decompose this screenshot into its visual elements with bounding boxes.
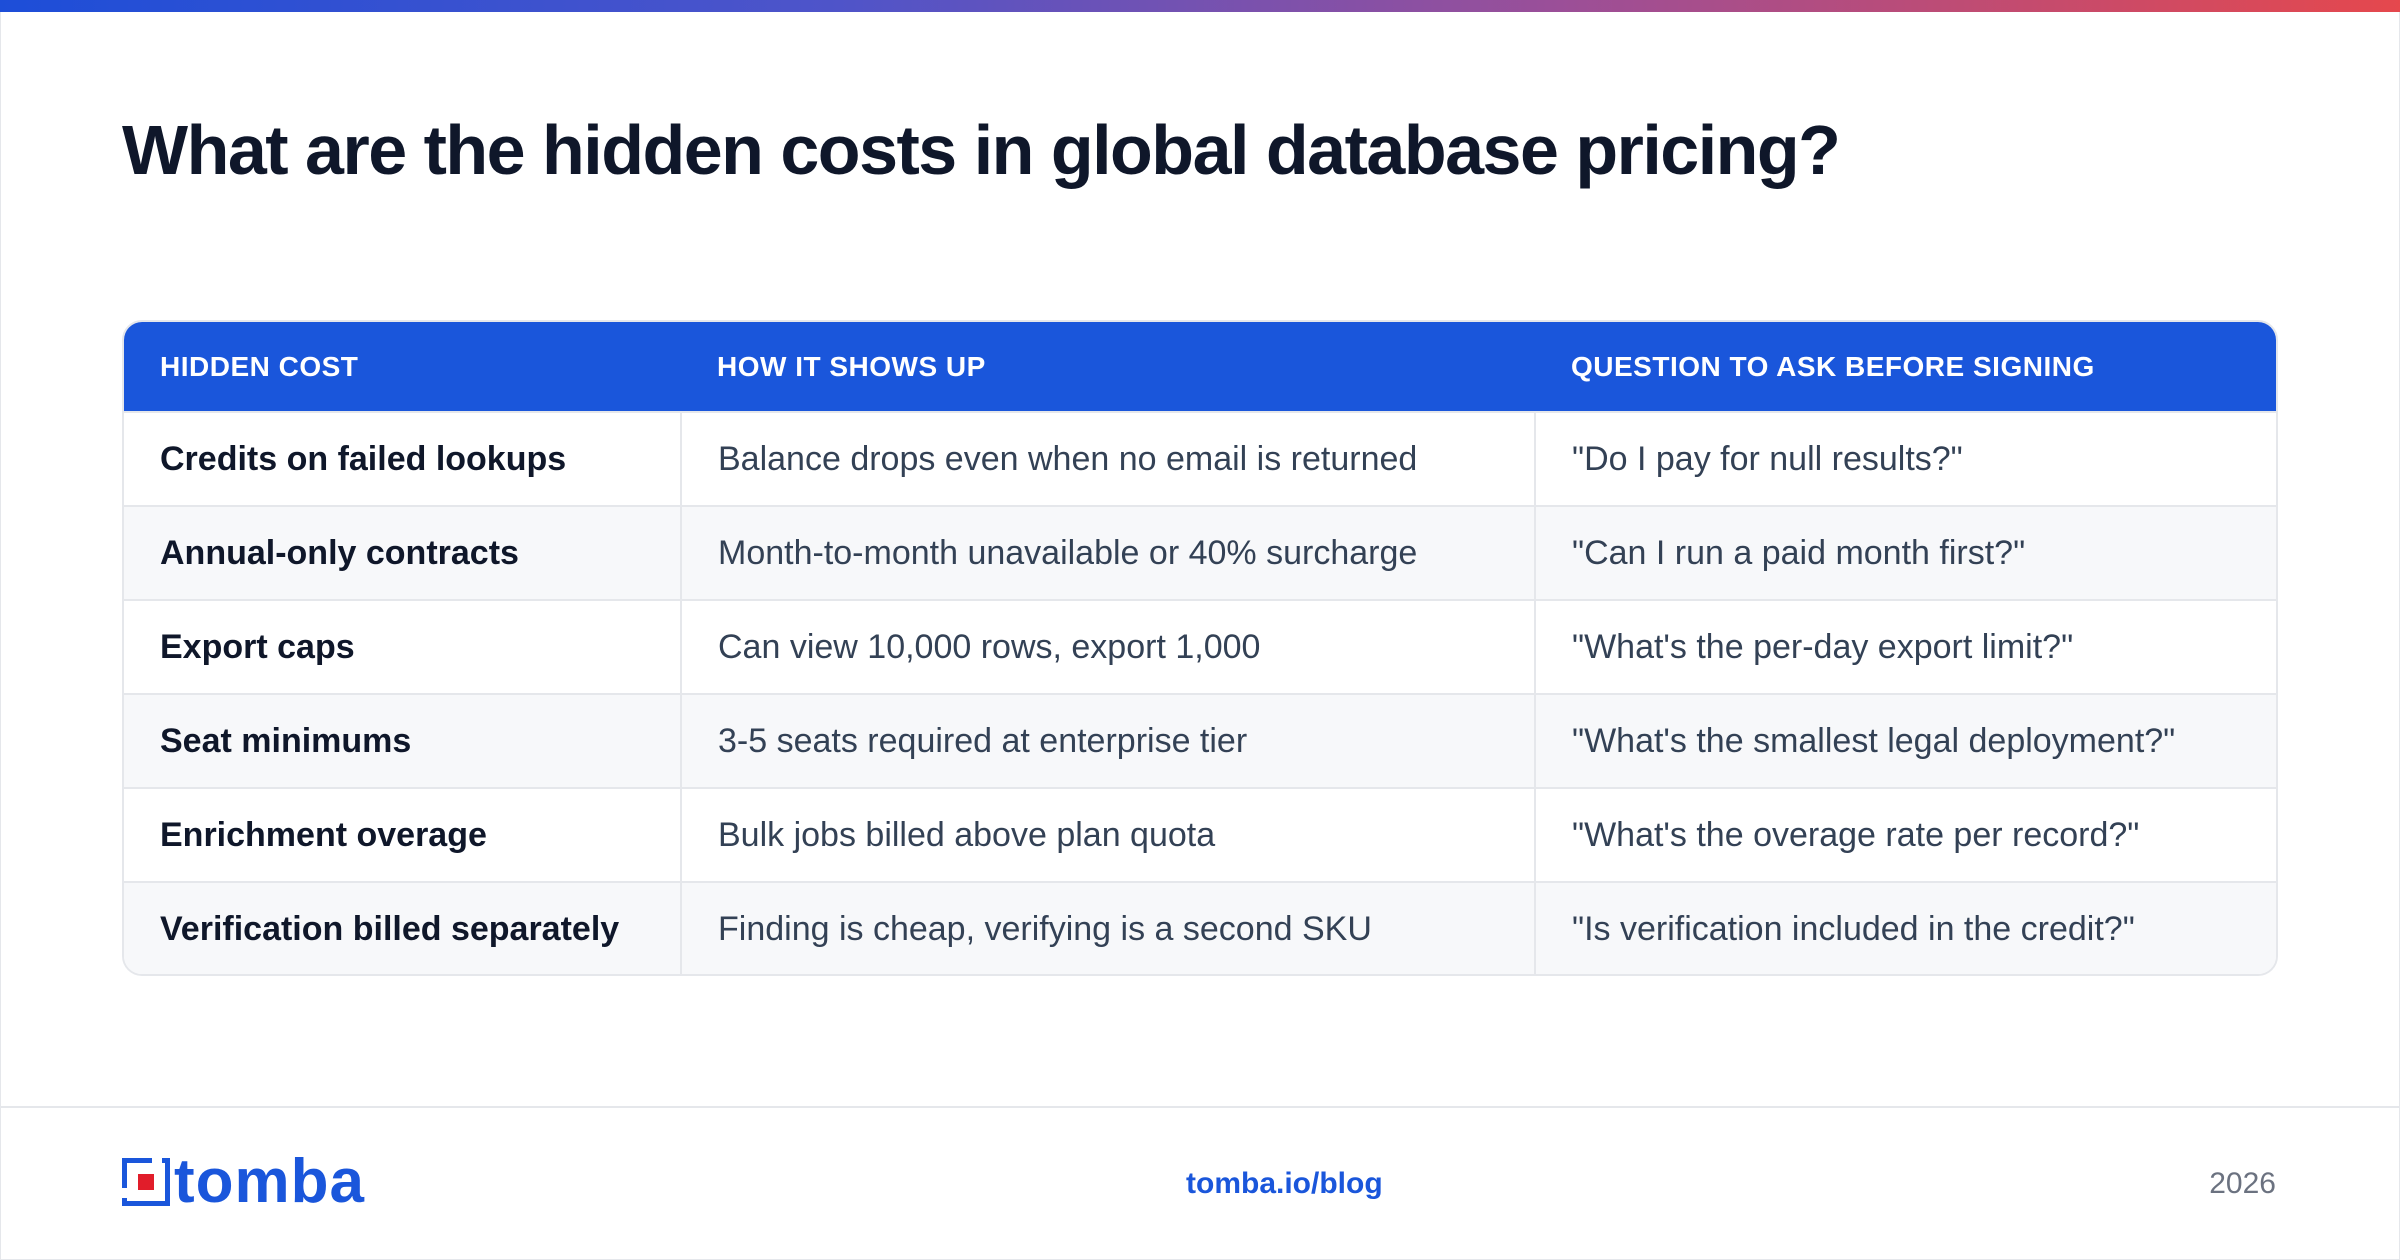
hidden-costs-table: HIDDEN COST HOW IT SHOWS UP QUESTION TO …: [122, 320, 2278, 976]
cell-question: "Can I run a paid month first?": [1534, 505, 2276, 600]
tomba-logo: tomba: [122, 1147, 365, 1216]
table-header-row: HIDDEN COST HOW IT SHOWS UP QUESTION TO …: [124, 322, 2276, 412]
cell-question: "Is verification included in the credit?…: [1534, 881, 2276, 974]
cell-how-it-shows-up: Balance drops even when no email is retu…: [680, 411, 1535, 506]
cell-how-it-shows-up: Bulk jobs billed above plan quota: [680, 787, 1535, 882]
cell-how-it-shows-up: Finding is cheap, verifying is a second …: [680, 881, 1535, 974]
cell-question: "Do I pay for null results?": [1534, 411, 2276, 506]
table-row: Enrichment overage Bulk jobs billed abov…: [124, 787, 2276, 882]
footer-year: 2026: [2209, 1167, 2276, 1200]
header-hidden-cost: HIDDEN COST: [160, 350, 359, 382]
cell-question: "What's the overage rate per record?": [1534, 787, 2276, 882]
page-title: What are the hidden costs in global data…: [122, 111, 1841, 189]
cell-how-it-shows-up: 3-5 seats required at enterprise tier: [680, 693, 1535, 788]
table-row: Credits on failed lookups Balance drops …: [124, 411, 2276, 506]
footer-divider: [0, 1106, 2400, 1108]
header-question: QUESTION TO ASK BEFORE SIGNING: [1571, 350, 2095, 382]
cell-hidden-cost: Seat minimums: [124, 693, 681, 788]
tomba-logo-icon: [122, 1158, 170, 1206]
cell-question: "What's the smallest legal deployment?": [1534, 693, 2276, 788]
blog-link[interactable]: tomba.io/blog: [1186, 1167, 1383, 1200]
logo-wordmark: tomba: [174, 1147, 365, 1216]
cell-how-it-shows-up: Month-to-month unavailable or 40% surcha…: [680, 505, 1535, 600]
table-row: Annual-only contracts Month-to-month una…: [124, 505, 2276, 600]
table-row: Seat minimums 3-5 seats required at ente…: [124, 693, 2276, 788]
cell-hidden-cost: Annual-only contracts: [124, 505, 681, 600]
cell-hidden-cost: Enrichment overage: [124, 787, 681, 882]
header-how-it-shows-up: HOW IT SHOWS UP: [717, 350, 986, 382]
cell-hidden-cost: Verification billed separately: [124, 881, 681, 974]
cell-question: "What's the per-day export limit?": [1534, 599, 2276, 694]
table-row: Export caps Can view 10,000 rows, export…: [124, 599, 2276, 694]
table-row: Verification billed separately Finding i…: [124, 881, 2276, 974]
cell-hidden-cost: Export caps: [124, 599, 681, 694]
gradient-top-bar: [0, 0, 2400, 12]
cell-how-it-shows-up: Can view 10,000 rows, export 1,000: [680, 599, 1535, 694]
cell-hidden-cost: Credits on failed lookups: [124, 411, 681, 506]
